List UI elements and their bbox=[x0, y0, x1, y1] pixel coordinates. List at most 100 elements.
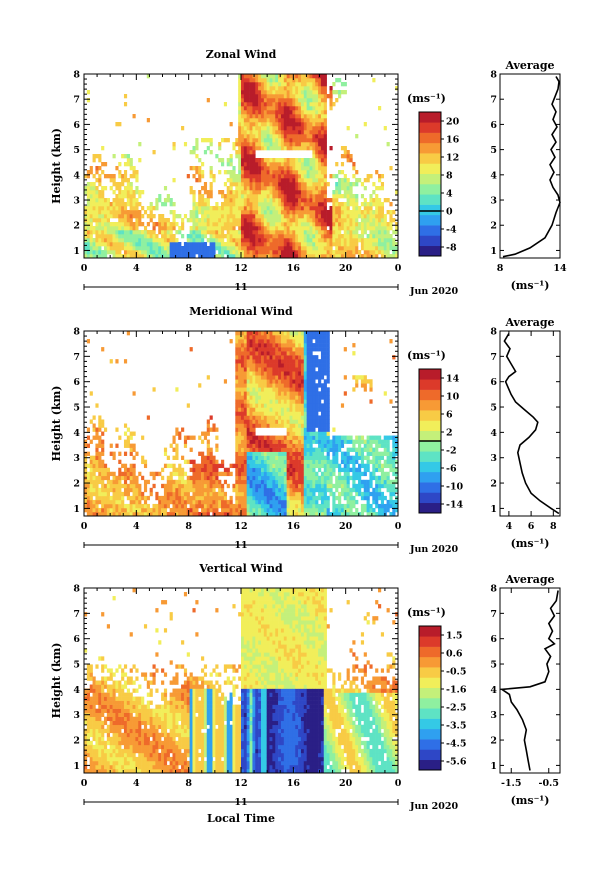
heatmap-cell bbox=[295, 82, 299, 87]
heatmap-cell bbox=[312, 507, 316, 513]
heatmap-cell bbox=[235, 363, 239, 368]
heatmap-cell bbox=[215, 459, 219, 465]
heatmap-cell bbox=[289, 194, 293, 199]
heatmap-cell bbox=[235, 254, 239, 259]
heatmap-cell bbox=[266, 138, 270, 143]
heatmap-cell bbox=[98, 471, 102, 477]
heatmap-cell bbox=[252, 403, 256, 408]
heatmap-cell bbox=[280, 254, 285, 259]
heatmap-cell bbox=[175, 230, 179, 235]
heatmap-cell bbox=[252, 230, 256, 235]
heatmap-cell bbox=[241, 467, 245, 473]
heatmap-cell bbox=[320, 78, 325, 83]
heatmap-cell bbox=[366, 246, 370, 251]
heatmap-cell bbox=[238, 138, 242, 143]
heatmap-cell bbox=[149, 242, 153, 247]
heatmap-cell bbox=[326, 182, 330, 187]
heatmap-cell bbox=[289, 499, 293, 505]
heatmap-cell bbox=[221, 194, 225, 199]
heatmap-cell bbox=[269, 246, 273, 251]
heatmap-cell bbox=[263, 359, 267, 364]
heatmap-cell bbox=[338, 214, 342, 219]
heatmap-cell bbox=[238, 82, 242, 87]
heatmap-cell bbox=[238, 98, 242, 103]
heatmap-cell bbox=[383, 222, 387, 227]
heatmap-cell bbox=[115, 122, 119, 127]
heatmap-cell bbox=[298, 210, 302, 215]
heatmap-cell bbox=[183, 491, 188, 497]
heatmap-cell bbox=[338, 242, 342, 247]
heatmap-cell bbox=[118, 190, 122, 195]
heatmap-cell bbox=[241, 495, 245, 501]
heatmap-cell bbox=[295, 499, 299, 505]
heatmap-cell bbox=[289, 90, 293, 95]
heatmap-cell bbox=[126, 202, 130, 207]
heatmap-cell bbox=[266, 419, 270, 424]
heatmap-cell bbox=[249, 463, 253, 469]
heatmap-cell bbox=[241, 106, 245, 111]
heatmap-cell bbox=[258, 170, 262, 175]
heatmap-cell bbox=[266, 190, 270, 195]
heatmap-cell bbox=[235, 138, 239, 143]
heatmap-cell bbox=[283, 90, 287, 95]
heatmap-cell bbox=[109, 511, 113, 517]
heatmap-cell bbox=[355, 134, 359, 139]
heatmap-cell bbox=[300, 435, 305, 440]
heatmap-cell bbox=[95, 186, 99, 191]
heatmap-cell bbox=[343, 214, 347, 219]
heatmap-cell bbox=[383, 234, 387, 239]
heatmap-cell bbox=[269, 194, 273, 199]
heatmap-cell bbox=[226, 190, 230, 195]
heatmap-cell bbox=[232, 230, 236, 235]
heatmap-cell bbox=[123, 431, 128, 436]
heatmap-cell bbox=[323, 154, 327, 159]
heatmap-cell bbox=[126, 439, 130, 444]
heatmap-cell bbox=[178, 491, 182, 497]
heatmap-cell bbox=[292, 214, 296, 219]
heatmap-cell bbox=[215, 435, 219, 440]
heatmap-cell bbox=[101, 467, 105, 473]
heatmap-cell bbox=[252, 170, 256, 175]
heatmap-cell bbox=[155, 254, 159, 259]
heatmap-cell bbox=[146, 254, 150, 259]
heatmap-cell bbox=[369, 222, 373, 227]
heatmap-cell bbox=[375, 186, 379, 191]
heatmap-cell bbox=[303, 186, 307, 191]
heatmap-cell bbox=[92, 194, 96, 199]
heatmap-cell bbox=[112, 226, 116, 231]
heatmap-cell bbox=[129, 174, 133, 179]
heatmap-cell bbox=[275, 178, 279, 183]
heatmap-cell bbox=[366, 254, 370, 259]
heatmap-cell bbox=[243, 419, 247, 424]
heatmap-cell bbox=[303, 114, 307, 119]
heatmap-cell bbox=[298, 483, 302, 489]
heatmap-cell bbox=[112, 503, 116, 509]
heatmap-cell bbox=[283, 487, 287, 493]
heatmap-cell bbox=[89, 194, 93, 199]
heatmap-cell bbox=[298, 507, 302, 513]
heatmap-cell bbox=[255, 102, 259, 107]
heatmap-cell bbox=[163, 238, 168, 243]
heatmap-cell bbox=[258, 403, 262, 408]
profile-y-tick-label: 7 bbox=[490, 95, 497, 106]
heatmap-cell bbox=[320, 138, 325, 143]
heatmap-cell bbox=[255, 415, 259, 420]
heatmap-cell bbox=[318, 250, 322, 255]
heatmap-cell bbox=[295, 435, 299, 440]
heatmap-cell bbox=[89, 463, 93, 469]
heatmap-cell bbox=[309, 331, 313, 336]
heatmap-cell bbox=[209, 483, 213, 489]
heatmap-cell bbox=[235, 431, 239, 436]
heatmap-cell bbox=[252, 94, 256, 99]
heatmap-cell bbox=[161, 218, 165, 223]
heatmap-cell bbox=[343, 190, 347, 195]
heatmap-cell bbox=[272, 138, 276, 143]
heatmap-cell bbox=[241, 391, 245, 396]
heatmap-cell bbox=[278, 178, 282, 183]
heatmap-cell bbox=[272, 347, 276, 352]
heatmap-cell bbox=[329, 102, 333, 107]
heatmap-cell bbox=[103, 186, 108, 191]
heatmap-cell bbox=[238, 503, 242, 509]
heatmap-cell bbox=[309, 499, 313, 505]
heatmap-cell bbox=[283, 250, 287, 255]
